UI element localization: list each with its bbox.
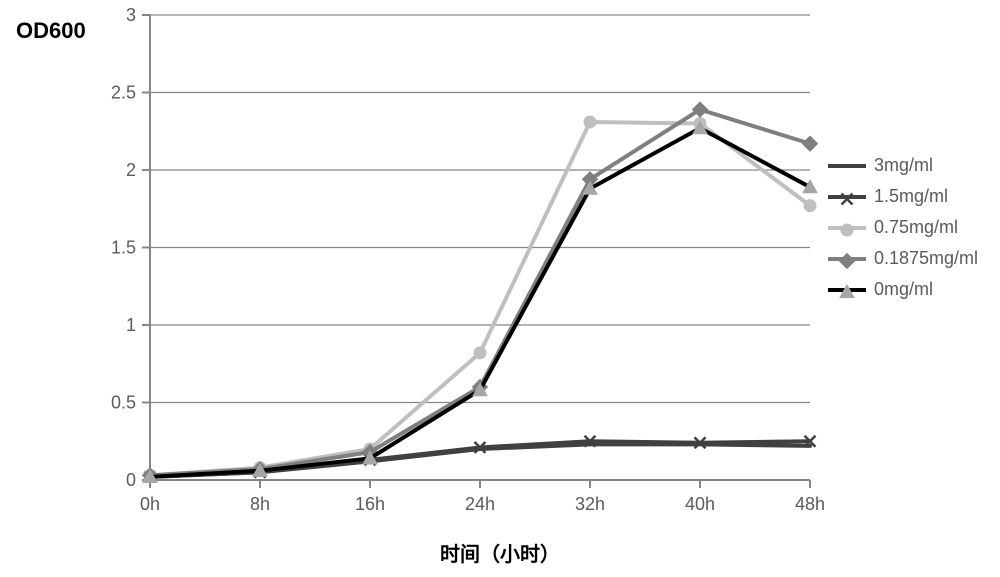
- x-tick-label: 40h: [685, 494, 715, 514]
- series-line: [150, 122, 810, 475]
- legend-label: 3mg/ml: [874, 155, 933, 176]
- legend-marker-icon: [838, 190, 856, 208]
- x-tick-label: 48h: [795, 494, 825, 514]
- legend-label: 0mg/ml: [874, 279, 933, 300]
- legend-marker-icon: [838, 252, 856, 270]
- x-tick-label: 8h: [250, 494, 270, 514]
- y-tick-label: 0.5: [111, 393, 136, 413]
- legend-line-icon: [828, 257, 866, 261]
- legend-label: 1.5mg/ml: [874, 186, 948, 207]
- y-tick-label: 2.5: [111, 83, 136, 103]
- legend-item: 3mg/ml: [828, 155, 978, 176]
- legend-marker-icon: [838, 159, 856, 177]
- chart-container: OD600 00.511.522.530h8h16h24h32h40h48h 时…: [0, 0, 1000, 577]
- legend-label: 0.1875mg/ml: [874, 248, 978, 269]
- legend-marker-icon: [838, 221, 856, 239]
- legend-line-icon: [828, 226, 866, 230]
- legend-line-icon: [828, 164, 866, 168]
- series-line: [150, 110, 810, 476]
- legend-label: 0.75mg/ml: [874, 217, 958, 238]
- y-tick-label: 3: [126, 5, 136, 25]
- y-tick-label: 0: [126, 470, 136, 490]
- legend-marker-icon: [838, 283, 856, 301]
- y-tick-label: 1.5: [111, 238, 136, 258]
- x-tick-label: 24h: [465, 494, 495, 514]
- x-tick-label: 0h: [140, 494, 160, 514]
- legend-item: 1.5mg/ml: [828, 186, 978, 207]
- x-axis-label: 时间（小时）: [0, 538, 1000, 567]
- legend-item: 0.1875mg/ml: [828, 248, 978, 269]
- series-line: [150, 128, 810, 477]
- legend-item: 0.75mg/ml: [828, 217, 978, 238]
- legend-line-icon: [828, 195, 866, 199]
- x-tick-label: 16h: [355, 494, 385, 514]
- y-tick-label: 1: [126, 315, 136, 335]
- legend: 3mg/ml 1.5mg/ml 0.75mg/ml 0.1875mg/ml 0mg/ml: [828, 155, 978, 310]
- legend-item: 0mg/ml: [828, 279, 978, 300]
- legend-line-icon: [828, 288, 866, 292]
- x-tick-label: 32h: [575, 494, 605, 514]
- y-tick-label: 2: [126, 160, 136, 180]
